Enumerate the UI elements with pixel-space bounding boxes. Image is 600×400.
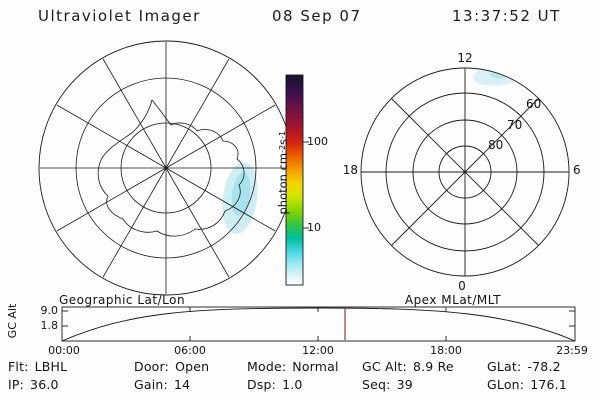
status-glon: GLon: 176.1 [487, 378, 567, 392]
mlt-label-0: 0 [458, 279, 466, 293]
colorbar-tick-100: 100 [307, 135, 328, 148]
status-door: Door: Open [134, 360, 209, 374]
mlat-label-60: 60 [526, 97, 542, 111]
apex-panel-caption: Apex MLat/MLT [404, 293, 502, 307]
status-glat: GLat: -78.2 [487, 360, 561, 374]
status-mode: Mode: Normal [247, 360, 339, 374]
page-title: Ultraviolet Imager [38, 7, 201, 25]
gc-alt-curve [61, 307, 576, 342]
colorbar-graphic [285, 74, 309, 286]
status-dsp-value: 1.0 [282, 377, 303, 392]
xtick-0600: 06:00 [174, 344, 206, 357]
status-gain-label: Gain: [134, 377, 168, 392]
time-label: 13:37:52 UT [452, 7, 561, 25]
status-ip: IP: 36.0 [8, 378, 59, 392]
apex-plot [360, 67, 570, 277]
status-flt: Flt: LBHL [8, 360, 67, 374]
ytick-9: 9.0 [40, 304, 59, 317]
mlt-label-18: 18 [342, 163, 358, 177]
status-gc-alt-label: GC Alt: [362, 359, 407, 374]
xtick-1800: 18:00 [430, 344, 462, 357]
status-gc-alt-value: 8.9 Re [412, 359, 454, 374]
geo-aurora-patch [222, 162, 258, 234]
geo-map [26, 40, 294, 296]
status-gain-value: 14 [173, 377, 191, 392]
status-glat-label: GLat: [487, 359, 522, 374]
colorbar-label-mid: s [275, 138, 290, 145]
status-seq-label: Seq: [362, 377, 391, 392]
status-glon-label: GLon: [487, 377, 525, 392]
colorbar-tick-10: 10 [307, 221, 321, 234]
status-dsp-label: Dsp: [247, 377, 277, 392]
mlt-label-12: 12 [457, 51, 473, 65]
date-label: 08 Sep 07 [272, 7, 362, 25]
status-gain: Gain: 14 [134, 378, 190, 392]
status-seq-value: 39 [396, 377, 413, 392]
xtick-0000: 00:00 [48, 344, 80, 357]
geo-graticule [40, 42, 292, 294]
status-door-label: Door: [134, 359, 170, 374]
xtick-1200: 12:00 [302, 344, 334, 357]
status-seq: Seq: 39 [362, 378, 413, 392]
status-flt-value: LBHL [34, 359, 68, 374]
status-mode-value: Normal [292, 359, 339, 374]
timeline-plot [61, 306, 576, 342]
status-ip-value: 36.0 [30, 377, 59, 392]
colorbar-label-text: photon cm [275, 152, 290, 215]
colorbar-exp-1: -2 [277, 144, 287, 153]
left-coastline-fragment [26, 110, 34, 138]
gc-alt-axis-label: GC Alt [6, 303, 19, 339]
status-flt-label: Flt: [8, 359, 29, 374]
mlat-label-80: 80 [488, 138, 504, 152]
colorbar-exp-2: -1 [277, 130, 287, 139]
status-ip-label: IP: [8, 377, 25, 392]
status-glat-value: -78.2 [527, 359, 561, 374]
status-mode-label: Mode: [247, 359, 287, 374]
mlat-label-70: 70 [507, 118, 523, 132]
status-dsp: Dsp: 1.0 [247, 378, 303, 392]
status-door-value: Open [175, 359, 210, 374]
xtick-2359: 23:59 [556, 344, 588, 357]
status-glon-value: 176.1 [530, 377, 568, 392]
geo-panel-caption: Geographic Lat/Lon [58, 293, 186, 307]
status-gc-alt: GC Alt: 8.9 Re [362, 360, 454, 374]
ytick-1-8: 1.8 [40, 319, 59, 332]
antarctica-coastline [97, 99, 245, 237]
colorbar-label: photon cm-2s-1 [264, 110, 290, 250]
mlt-label-6: 6 [573, 163, 581, 177]
